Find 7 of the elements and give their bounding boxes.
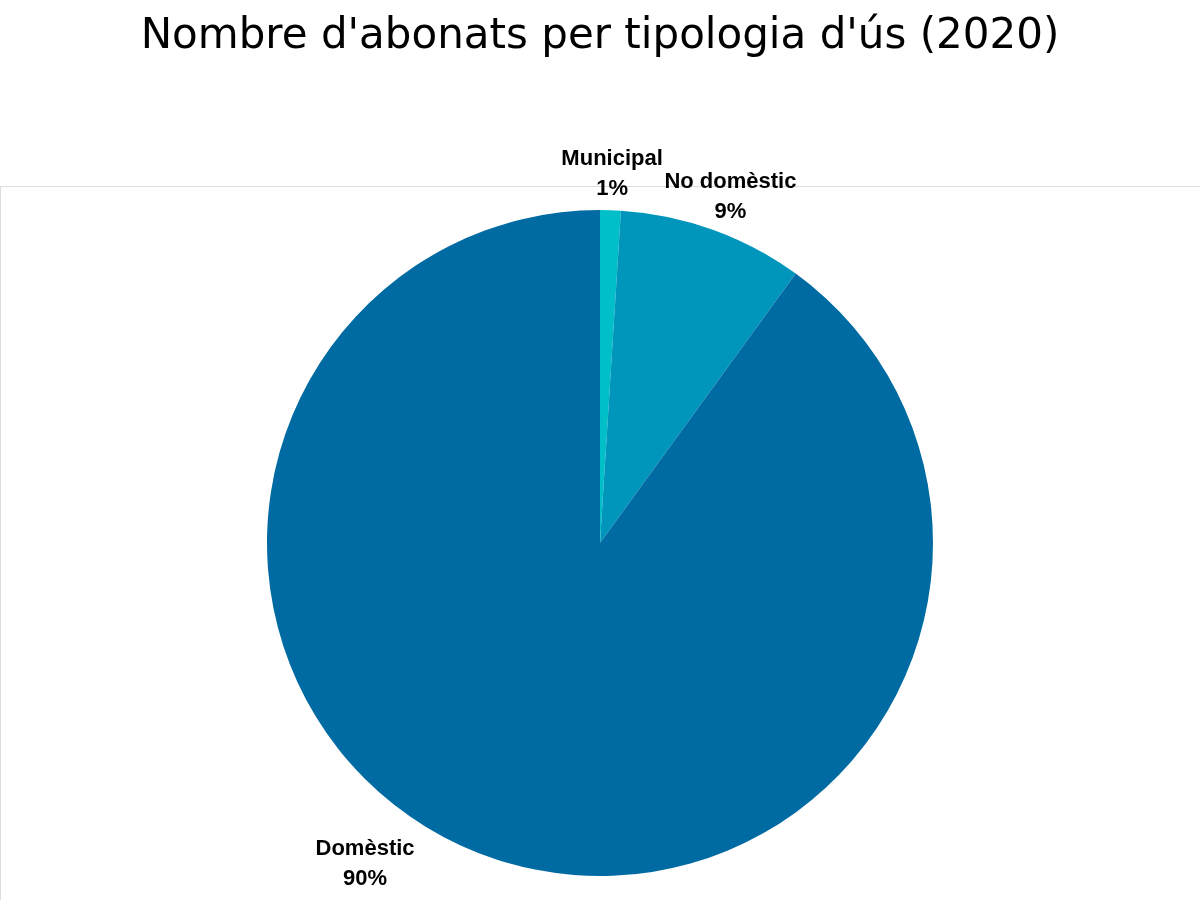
slice-label: No domèstic bbox=[664, 167, 797, 193]
data-label: 9% bbox=[714, 197, 747, 223]
slice-label: Domèstic bbox=[315, 835, 415, 860]
slice-label: Municipal bbox=[561, 145, 663, 171]
chart-title: Nombre d'abonats per tipologia d'ús (2020) bbox=[140, 9, 1060, 59]
data-label: 1% bbox=[596, 175, 628, 201]
data-label: 90% bbox=[343, 865, 388, 890]
